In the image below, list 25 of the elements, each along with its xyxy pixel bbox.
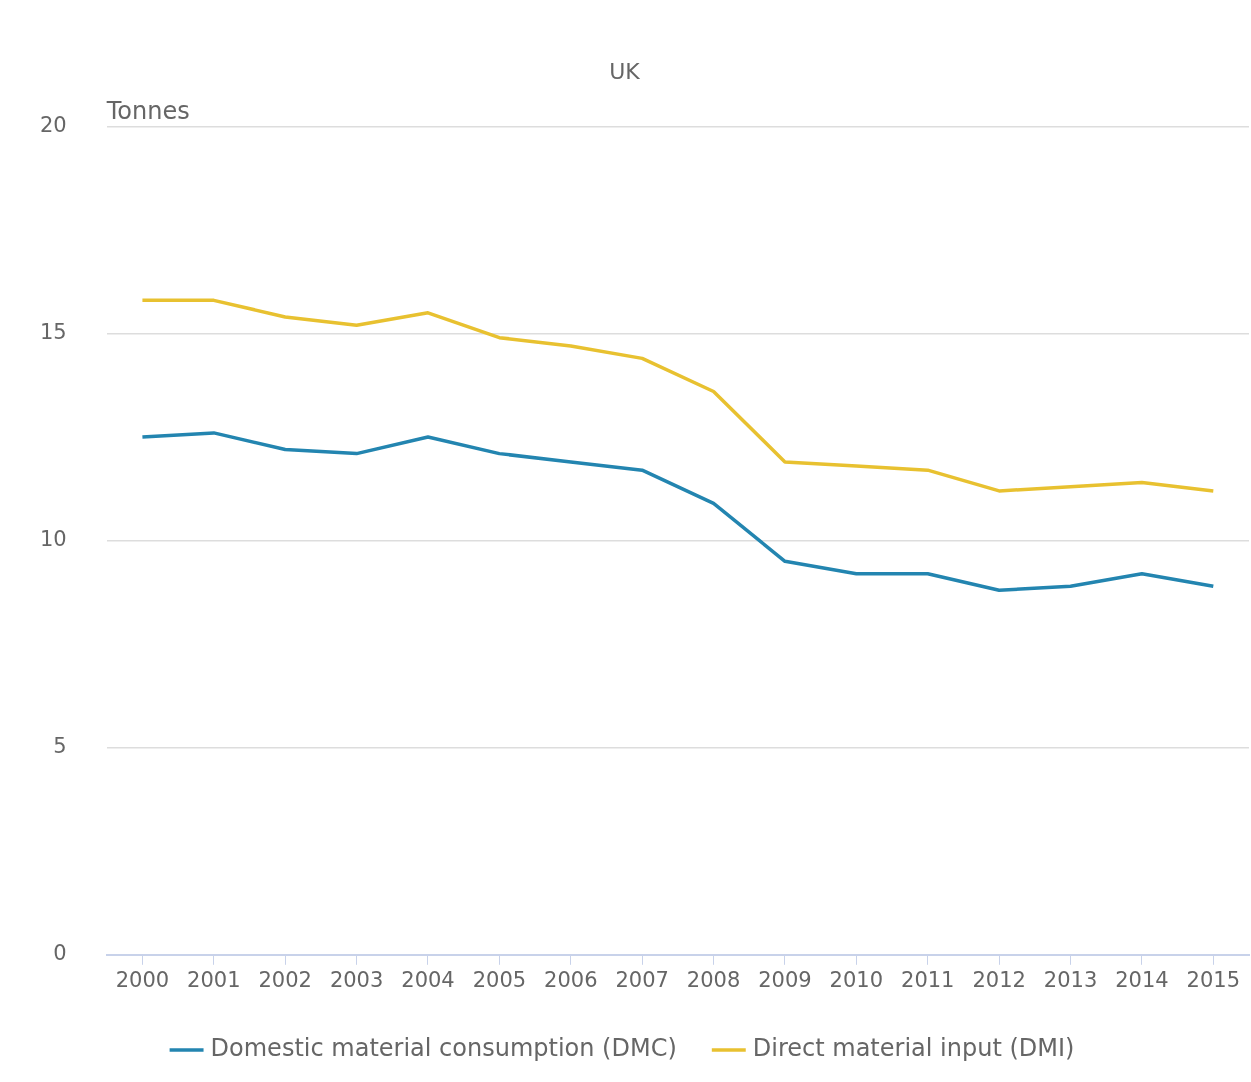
x-tick-label: 2008 [686,967,741,992]
x-tick-label: 2006 [544,967,598,992]
x-tick-label: 2014 [1115,967,1169,992]
chart-title: UK [609,58,641,84]
x-tick-label: 2002 [258,967,312,992]
y-tick-label: 5 [53,734,67,759]
x-tick-label: 2013 [1043,967,1098,992]
x-tick-label: 2000 [115,967,170,992]
x-tick-label: 2015 [1186,967,1241,992]
y-tick-label: 20 [39,112,67,137]
legend-label: Domestic material consumption (DMC) [210,1034,677,1063]
legend-label: Direct material input (DMI) [752,1034,1075,1063]
x-tick-label: 2005 [472,967,527,992]
x-tick-label: 2010 [829,967,884,992]
y-tick-label: 10 [39,527,67,552]
x-tick-label: 2001 [187,967,241,992]
y-axis-title: Tonnes [105,96,190,125]
x-tick-label: 2011 [901,967,955,992]
x-tick-label: 2004 [401,967,455,992]
x-tick-label: 2007 [615,967,669,992]
y-tick-label: 15 [39,319,67,344]
x-tick-label: 2003 [329,967,384,992]
x-tick-label: 2009 [758,967,812,992]
y-tick-label: 0 [53,941,67,966]
x-tick-label: 2012 [972,967,1026,992]
